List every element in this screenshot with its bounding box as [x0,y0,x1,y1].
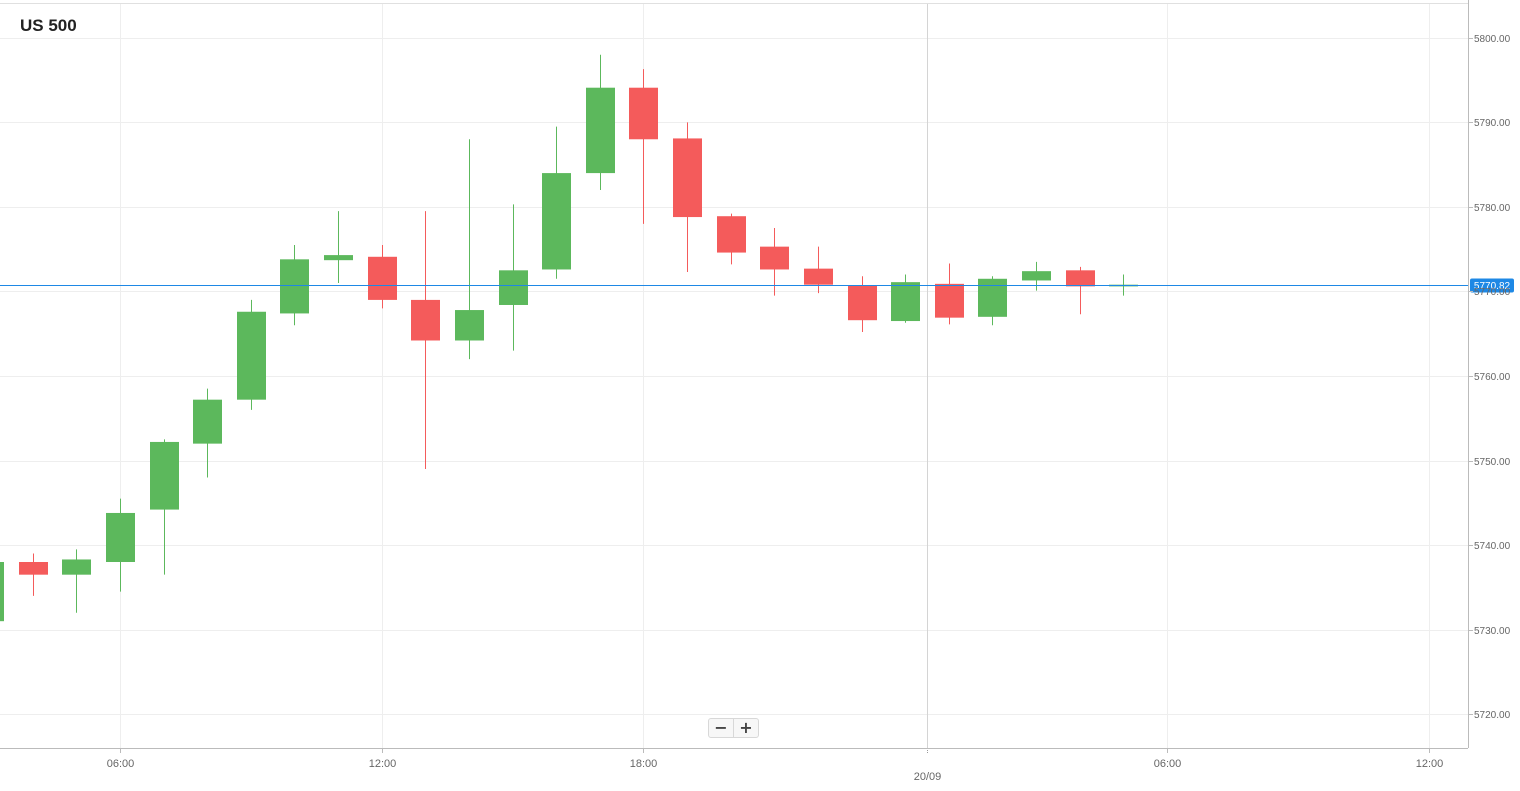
y-tick-label: 5730.00 [1474,626,1511,637]
candle-body [542,173,571,270]
candles-layer [0,54,1138,622]
candle-body [19,562,48,575]
candle-up [455,139,484,360]
zoom-out-button[interactable]: − [714,718,728,737]
candle-down [673,122,702,273]
y-tick-label: 5790.00 [1474,118,1511,129]
candle-body [673,138,702,218]
candle-body [0,562,4,622]
candle-body [499,270,528,305]
candle-body [237,311,266,400]
candle-up [150,439,179,575]
candle-down [848,276,877,333]
candle-body [629,87,658,140]
candle-up [62,549,91,613]
price-line-layer: 5770.82 [0,278,1514,293]
candle-body [106,512,135,562]
candle-body [1066,270,1095,287]
candle-up [280,244,309,326]
candle-down [804,246,833,294]
candle-down [717,213,746,265]
candle-up [499,204,528,351]
candle-body [717,216,746,253]
candle-down [935,263,964,325]
chart-title: US 500 [20,16,77,35]
candle-body [62,559,91,575]
candle-body [368,256,397,300]
candle-up [1022,261,1051,291]
candle-body [891,282,920,322]
candle-body [193,399,222,444]
candle-up [586,54,615,190]
candle-down [1066,266,1095,315]
zoom-in-button[interactable]: + [733,719,758,737]
candle-body [411,299,440,341]
candle-body [586,87,615,174]
y-tick-label: 5770.00 [1474,287,1511,298]
x-tick-label: 18:00 [630,758,658,770]
candle-up [0,562,4,622]
y-tick-label: 5740.00 [1474,541,1511,552]
candle-up [542,126,571,279]
grid-layer [0,3,1468,748]
y-tick-label: 5760.00 [1474,372,1511,383]
current-price-label: 5770.82 [1474,281,1511,292]
candle-body [804,268,833,285]
candle-up [193,388,222,478]
y-tick-label: 5800.00 [1474,34,1511,45]
y-tick-label: 5720.00 [1474,710,1511,721]
candle-down [629,69,658,224]
candle-down [368,244,397,309]
candle-up [106,498,135,592]
candle-down [19,553,48,596]
y-tick-label: 5780.00 [1474,203,1511,214]
candle-body [1022,271,1051,281]
candle-body [935,283,964,318]
day-separator-label: 20/09 [914,771,942,783]
candle-up [237,299,266,410]
candle-body [848,285,877,321]
candle-body [280,259,309,314]
x-tick-label: 06:00 [1154,758,1182,770]
candle-body [455,310,484,341]
candle-down [411,211,440,469]
candle-body [978,278,1007,317]
candle-body [150,441,179,510]
candle-up [978,276,1007,326]
candle-body [760,246,789,270]
zoom-controls: − + [708,718,759,738]
x-tick-label: 12:00 [369,758,397,770]
x-tick-label: 06:00 [107,758,135,770]
current-price-badge [1470,278,1514,293]
x-tick-label: 12:00 [1416,758,1444,770]
candle-body [324,255,353,261]
candle-up [891,274,920,323]
candle-down [760,228,789,296]
y-tick-label: 5750.00 [1474,457,1511,468]
candle-up [324,211,353,283]
